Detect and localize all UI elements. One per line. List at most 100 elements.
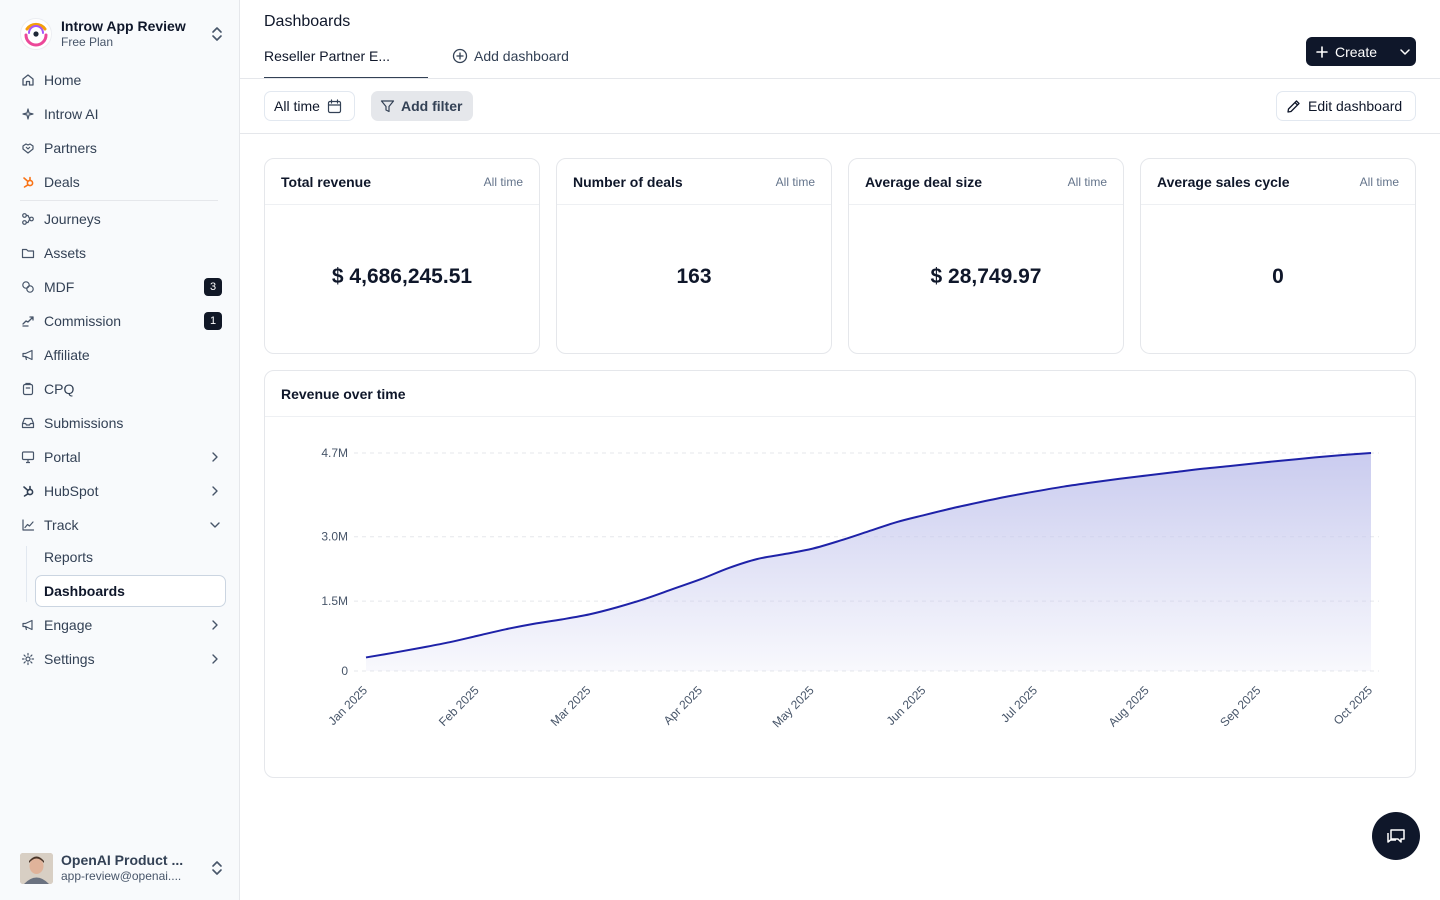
sidebar-item-label: CPQ: [44, 381, 75, 397]
kpi-card-average-sales-cycle[interactable]: Average sales cycle All time 0: [1140, 158, 1416, 354]
page-title: Dashboards: [264, 13, 351, 30]
sidebar-item-label: Introw AI: [44, 106, 99, 122]
x-tick-label: Jul 2025: [998, 683, 1040, 725]
sidebar-item-hubspot[interactable]: HubSpot: [18, 477, 224, 505]
sidebar-item-cpq[interactable]: CPQ: [18, 375, 224, 403]
folder-icon: [20, 245, 36, 261]
chevron-right-icon: [212, 486, 218, 496]
money-icon: [20, 313, 36, 329]
kpi-title: Number of deals: [573, 173, 683, 190]
x-tick-label: Feb 2025: [436, 683, 482, 729]
monitor-icon: [20, 449, 36, 465]
count-badge: 3: [204, 278, 222, 296]
time-range-picker[interactable]: All time: [264, 91, 355, 121]
kpi-range: All time: [1067, 174, 1107, 189]
revenue-chart-card[interactable]: Revenue over time 0 1.5M 3.0M 4.7M Jan 2025 F…: [264, 370, 1416, 778]
kpi-range: All time: [775, 174, 815, 189]
filter-divider: [240, 133, 1440, 134]
sidebar-item-label: Affiliate: [44, 347, 90, 363]
sidebar-item-track[interactable]: Track: [18, 511, 224, 539]
chat-icon: [1387, 829, 1405, 843]
y-tick-label: 1.5M: [321, 594, 348, 608]
count-badge: 1: [204, 312, 222, 330]
kpi-title: Total revenue: [281, 173, 371, 190]
revenue-area-chart: 0 1.5M 3.0M 4.7M Jan 2025 Feb 2025 Mar 2025 Apr…: [321, 446, 1379, 730]
sparkle-icon: [20, 106, 36, 122]
sidebar-item-label: Journeys: [44, 211, 101, 227]
workspace-switcher[interactable]: Introw App Review Free Plan: [20, 14, 224, 54]
create-label: Create: [1335, 43, 1378, 60]
add-filter-label: Add filter: [401, 98, 463, 114]
sidebar-item-label: Assets: [44, 245, 87, 261]
sidebar-item-label: Commission: [44, 313, 122, 329]
megaphone-icon: [20, 347, 36, 363]
sidebar-item-settings[interactable]: Settings: [18, 645, 224, 673]
calendar-icon: [327, 98, 342, 113]
sidebar-item-label: MDF: [44, 279, 75, 295]
revenue-area-fill: [366, 453, 1371, 671]
gear-icon: [20, 651, 36, 667]
sidebar-item-commission[interactable]: Commission 1: [18, 307, 224, 335]
kpi-card-average-deal-size[interactable]: Average deal size All time $ 28,749.97: [848, 158, 1124, 354]
sidebar: Introw App Review Free Plan Home Introw …: [0, 0, 240, 900]
x-tick-label: Sep 2025: [1217, 683, 1263, 729]
x-tick-label: Mar 2025: [548, 683, 594, 729]
sidebar-item-affiliate[interactable]: Affiliate: [18, 341, 224, 369]
kpi-value: 0: [1272, 265, 1284, 288]
handshake-icon: [20, 140, 36, 156]
x-tick-label: Aug 2025: [1106, 683, 1152, 729]
sidebar-item-journeys[interactable]: Journeys: [18, 205, 224, 233]
sidebar-subitem-dashboards[interactable]: Dashboards: [35, 575, 226, 607]
chevron-right-icon: [212, 452, 218, 462]
sidebar-subitem-reports[interactable]: Reports: [44, 549, 94, 565]
create-button[interactable]: Create: [1306, 37, 1416, 66]
sidebar-item-portal[interactable]: Portal: [18, 443, 224, 471]
chevron-down-icon: [210, 522, 220, 528]
edit-dashboard-label: Edit dashboard: [1308, 98, 1403, 114]
sidebar-item-submissions[interactable]: Submissions: [18, 409, 224, 437]
chart-icon: [20, 517, 36, 533]
kpi-title: Average sales cycle: [1157, 173, 1290, 190]
kpi-range: All time: [483, 174, 523, 189]
sidebar-item-engage[interactable]: Engage: [18, 611, 224, 639]
clipboard-icon: [20, 381, 36, 397]
sidebar-item-mdf[interactable]: MDF 3: [18, 273, 224, 301]
inbox-icon: [20, 415, 36, 431]
x-tick-label: Jan 2025: [325, 683, 370, 728]
y-tick-label: 3.0M: [321, 530, 348, 544]
kpi-range: All time: [1359, 174, 1399, 189]
edit-dashboard-button[interactable]: Edit dashboard: [1276, 91, 1416, 121]
plus-icon: [1316, 45, 1328, 58]
filter-icon: [380, 99, 395, 112]
add-dashboard-tab[interactable]: Add dashboard: [452, 46, 569, 66]
home-icon: [20, 72, 36, 88]
sidebar-item-home[interactable]: Home: [18, 66, 224, 94]
plus-circle-icon: [452, 48, 468, 64]
add-dashboard-label: Add dashboard: [474, 48, 569, 64]
subnav-guide-line: [26, 546, 27, 602]
revenue-line: [365, 452, 1372, 659]
kpi-card-number-of-deals[interactable]: Number of deals All time 163: [556, 158, 832, 354]
x-tick-label: Apr 2025: [661, 683, 706, 728]
tab-reseller-partner[interactable]: Reseller Partner E...: [264, 46, 428, 79]
kpi-card-total-revenue[interactable]: Total revenue All time $ 4,686,245.51: [264, 158, 540, 354]
user-menu[interactable]: OpenAI Product ... app-review@openai....: [20, 850, 224, 886]
chevron-down-icon: [1400, 48, 1410, 55]
workflow-icon: [20, 211, 36, 227]
sidebar-item-deals[interactable]: Deals: [18, 168, 224, 196]
sidebar-item-partners[interactable]: Partners: [18, 134, 224, 162]
sidebar-item-label: Engage: [44, 617, 93, 633]
add-filter-button[interactable]: Add filter: [371, 91, 473, 121]
sidebar-item-introw-ai[interactable]: Introw AI: [18, 100, 224, 128]
chevron-up-down-icon: [212, 861, 222, 875]
x-tick-label: May 2025: [770, 683, 817, 730]
user-name: OpenAI Product ...: [61, 852, 184, 868]
sidebar-item-label: Track: [44, 517, 79, 533]
user-email: app-review@openai....: [61, 869, 182, 883]
sidebar-item-label: Portal: [44, 449, 81, 465]
pencil-icon: [1287, 99, 1300, 113]
sidebar-item-assets[interactable]: Assets: [18, 239, 224, 267]
chat-button[interactable]: [1372, 812, 1420, 860]
y-tick-label: 4.7M: [321, 446, 348, 460]
sidebar-divider: [20, 200, 218, 201]
